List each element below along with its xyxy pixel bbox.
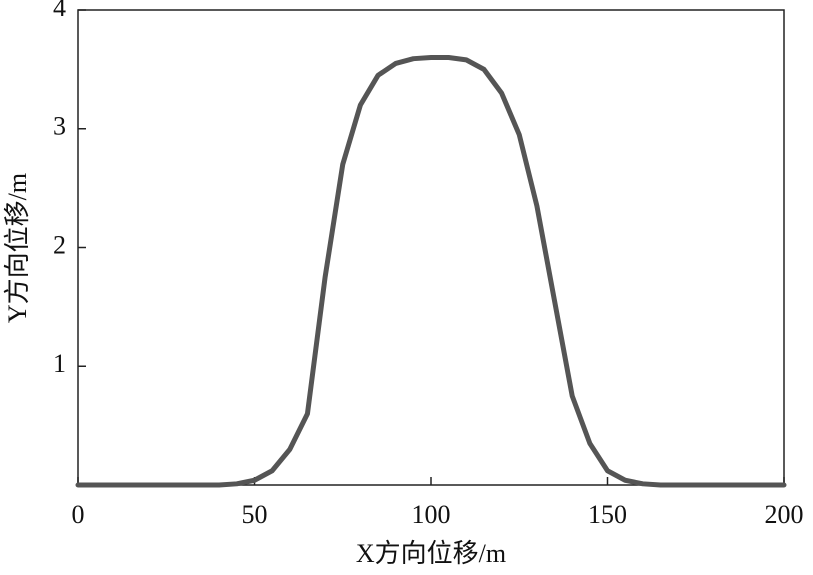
x-tick-label: 50: [242, 500, 268, 529]
y-tick-label: 3: [53, 112, 66, 141]
y-axis-label: Y方向位移/m: [3, 173, 32, 323]
x-tick-label: 100: [412, 500, 451, 529]
x-tick-label: 200: [765, 500, 804, 529]
y-tick-label: 4: [53, 0, 66, 22]
plot-frame: [77, 9, 785, 486]
x-tick-label: 0: [72, 500, 85, 529]
x-tick-label: 150: [588, 500, 627, 529]
y-tick-label: 1: [53, 349, 66, 378]
y-tick-label: 2: [53, 230, 66, 259]
data-line: [75, 55, 787, 488]
x-axis-label: X方向位移/m: [356, 539, 506, 568]
